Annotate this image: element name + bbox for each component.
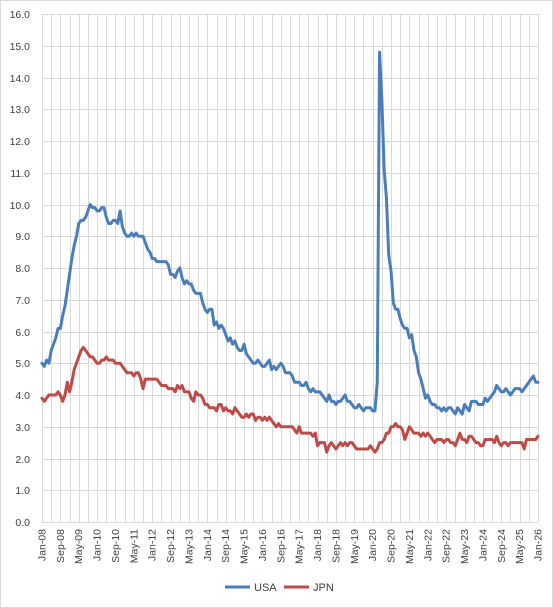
x-axis: Jan-08 Sep-08 May-09 Jan-10 Sep-10 May-11 Jan-… [37,529,545,564]
x-tick-label: Jan-08 [37,529,49,561]
x-tick-label: May-13 [183,529,195,564]
x-tick-label: Sep-08 [55,529,67,563]
series-line-usa [40,50,540,416]
x-tick-label: Sep-12 [165,529,177,563]
y-tick-label: 12.0 [10,136,31,148]
x-tick-label: Sep-20 [386,529,398,563]
y-tick-label: 16.0 [10,9,31,21]
x-tick-label: May-19 [349,529,361,564]
x-tick-label: Jan-18 [312,529,324,561]
y-tick-label: 0.0 [15,517,30,529]
x-tick-label: May-11 [128,529,140,563]
x-tick-label: May-15 [239,529,251,564]
x-tick-label: Sep-10 [110,529,122,563]
x-tick-label: Jan-12 [147,529,159,561]
x-tick-label: May-23 [459,529,471,564]
y-tick-label: 10.0 [10,200,31,212]
y-tick-label: 1.0 [15,485,30,497]
y-tick-label: 2.0 [15,454,30,466]
y-tick-label: 5.0 [15,358,30,370]
x-tick-label: May-21 [404,529,416,564]
legend: USA JPN [225,582,334,594]
x-tick-label: Sep-14 [220,529,232,563]
x-tick-label: Jan-24 [477,529,489,561]
y-tick-label: 13.0 [10,104,31,116]
x-tick-label: May-09 [73,529,85,564]
x-tick-label: Sep-18 [330,529,342,563]
gridlines [42,14,539,523]
series [40,50,540,454]
y-tick-label: 4.0 [15,390,30,402]
x-tick-label: Sep-16 [275,529,287,563]
y-tick-label: 9.0 [15,231,30,243]
x-tick-label: Jan-20 [367,529,379,561]
y-tick-label: 15.0 [10,41,31,53]
y-tick-label: 7.0 [15,295,30,307]
x-tick-label: Jan-26 [533,529,545,561]
x-tick-label: May-25 [514,529,526,564]
x-tick-label: May-17 [294,529,306,564]
x-tick-label: Jan-14 [202,529,214,561]
series-line-jpn [40,345,540,454]
y-tick-label: 11.0 [10,168,30,180]
legend-label-jpn: JPN [313,582,334,594]
x-tick-label: Jan-22 [422,529,434,561]
y-tick-label: 3.0 [15,422,30,434]
x-tick-label: Sep-22 [441,529,453,563]
y-tick-label: 14.0 [10,73,31,85]
x-tick-label: Sep-24 [496,529,508,563]
y-tick-label: 6.0 [15,327,30,339]
x-tick-label: Jan-10 [92,529,104,561]
legend-label-usa: USA [254,582,277,594]
x-tick-label: Jan-16 [257,529,269,561]
y-axis: 0.0 1.0 2.0 3.0 4.0 5.0 6.0 7.0 8.0 9.0 10.0 11.0 12… [10,9,31,529]
y-tick-label: 8.0 [15,263,30,275]
